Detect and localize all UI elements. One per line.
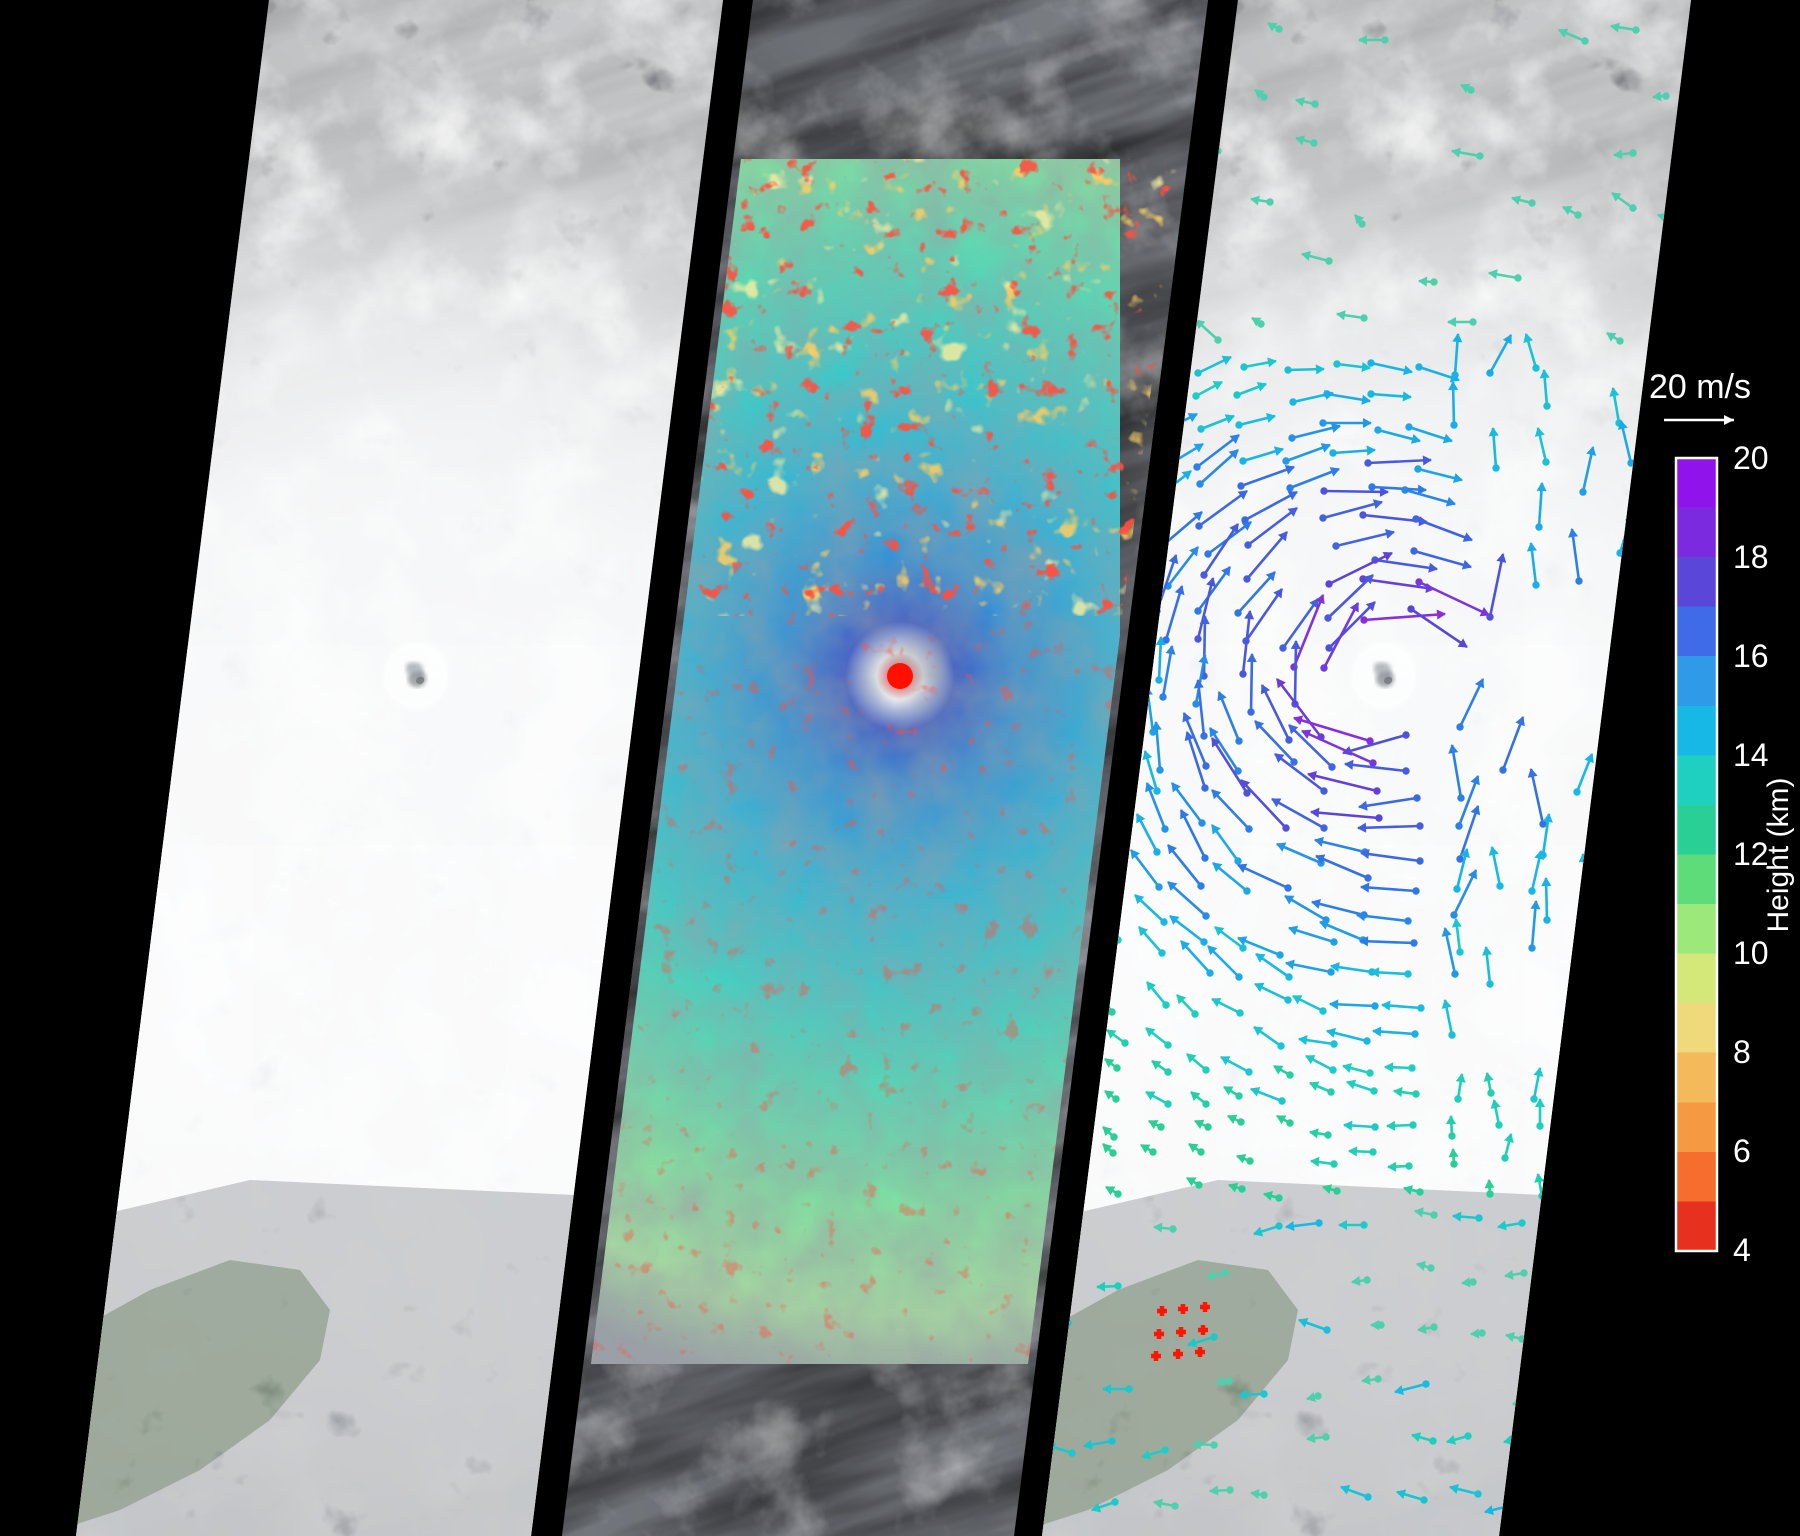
svg-text:6: 6 bbox=[1733, 1133, 1751, 1169]
svg-text:14: 14 bbox=[1733, 737, 1769, 773]
svg-text:20 m/s: 20 m/s bbox=[1649, 368, 1751, 406]
svg-text:18: 18 bbox=[1733, 539, 1769, 575]
svg-text:4: 4 bbox=[1733, 1232, 1751, 1268]
svg-text:10: 10 bbox=[1733, 935, 1769, 971]
svg-text:16: 16 bbox=[1733, 638, 1769, 674]
svg-text:Height (km): Height (km) bbox=[1762, 777, 1795, 932]
svg-text:20: 20 bbox=[1733, 440, 1769, 476]
svg-text:8: 8 bbox=[1733, 1034, 1751, 1070]
